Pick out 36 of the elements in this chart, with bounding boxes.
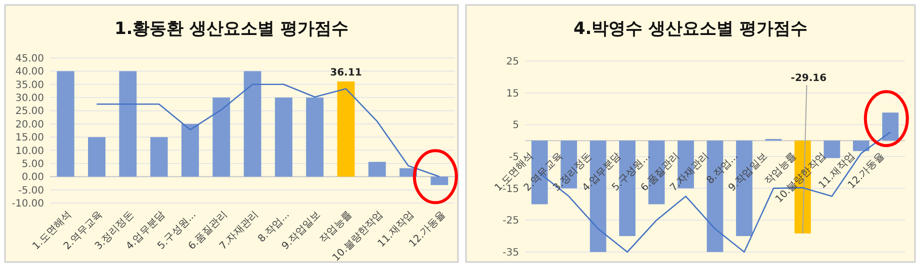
bar <box>274 98 292 177</box>
y-tick-label: 15.00 <box>15 132 44 144</box>
y-tick-label: -5.00 <box>18 185 44 196</box>
chart-title: 4.박영수 생산요소별 평가점수 <box>573 19 808 39</box>
bar <box>150 137 168 177</box>
y-tick-label: 15 <box>506 88 519 100</box>
bar <box>430 176 448 186</box>
data-label: -29.16 <box>790 73 827 84</box>
y-tick-label: 30.00 <box>15 93 44 104</box>
bar <box>212 98 230 177</box>
bar <box>368 162 386 177</box>
bar <box>181 124 199 177</box>
bar <box>119 71 137 177</box>
y-tick-label: 0.00 <box>22 172 44 184</box>
y-tick-label: 40.00 <box>15 66 44 78</box>
line-series <box>96 84 440 178</box>
bar <box>882 112 899 141</box>
y-tick-label: -25 <box>502 216 519 227</box>
chart-title: 1.황동환 생산요소별 평가점수 <box>114 19 349 39</box>
bar <box>56 71 74 177</box>
bar <box>852 140 870 152</box>
data-label: 36.11 <box>330 67 362 78</box>
y-tick-label: 20.00 <box>15 119 44 130</box>
y-tick-label: 35.00 <box>15 80 44 91</box>
y-tick-label: -10.00 <box>12 198 44 210</box>
y-tick-label: 45.00 <box>15 54 44 64</box>
y-tick-label: 25 <box>506 56 519 68</box>
bar <box>244 71 262 177</box>
y-tick-label: -35 <box>502 248 519 258</box>
y-tick-label: 5 <box>512 120 519 132</box>
y-tick-label: 25.00 <box>15 106 44 118</box>
y-tick-label: 5.00 <box>22 158 44 170</box>
bar <box>88 137 106 177</box>
bar <box>306 98 324 177</box>
y-tick-label: 10.00 <box>15 146 44 157</box>
bar <box>337 81 355 177</box>
